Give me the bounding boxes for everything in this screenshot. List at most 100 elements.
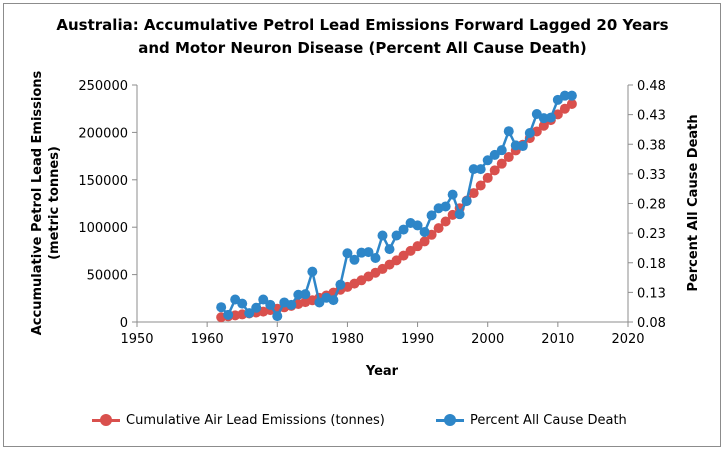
x-tick-label: 1960: [191, 332, 224, 347]
x-axis-title: Year: [365, 364, 399, 379]
data-point-percent-death: [300, 289, 311, 300]
data-point-percent-death: [370, 253, 381, 264]
y-left-axis-title-line-2: (metric tonnes): [47, 146, 62, 260]
data-point-percent-death: [566, 90, 577, 101]
data-point-lead-emissions: [482, 172, 493, 183]
data-point-lead-emissions: [440, 216, 451, 227]
data-point-lead-emissions: [559, 103, 570, 114]
data-point-percent-death: [524, 127, 535, 138]
data-point-percent-death: [545, 112, 556, 123]
data-point-percent-death: [272, 311, 283, 322]
data-point-lead-emissions: [412, 241, 423, 252]
series-line-lead-emissions: [221, 102, 573, 319]
data-point-lead-emissions: [433, 223, 444, 234]
data-point-lead-emissions: [468, 188, 479, 199]
y-left-tick-label: 150000: [78, 174, 128, 189]
data-point-lead-emissions: [405, 245, 416, 256]
legend-swatch-percent-death: [436, 410, 464, 430]
data-point-percent-death: [328, 295, 339, 306]
data-point-percent-death: [454, 209, 465, 220]
data-point-percent-death: [307, 266, 318, 277]
data-point-percent-death: [503, 126, 514, 137]
y-right-tick-label: 0.23: [637, 227, 666, 242]
data-point-lead-emissions: [489, 165, 500, 176]
y-left-axis-title-line-1: Accumulative Petrol Lead Emissions: [30, 70, 45, 335]
legend-label-lead-emissions: Cumulative Air Lead Emissions (tonnes): [126, 412, 385, 428]
data-point-percent-death: [335, 279, 346, 290]
data-point-percent-death: [223, 309, 234, 320]
y-right-tick-label: 0.18: [637, 257, 666, 272]
data-point-percent-death: [216, 302, 227, 313]
data-point-lead-emissions: [496, 158, 507, 169]
data-point-lead-emissions: [538, 120, 549, 131]
data-point-percent-death: [496, 145, 507, 156]
data-point-percent-death: [349, 254, 360, 265]
y-left-tick-label: 50000: [87, 269, 128, 284]
x-tick-label: 2020: [611, 332, 644, 347]
data-point-percent-death: [286, 299, 297, 310]
data-point-percent-death: [419, 226, 430, 237]
data-point-lead-emissions: [566, 98, 577, 109]
y-right-tick-label: 0.33: [637, 168, 666, 183]
chart-title-line-1: Australia: Accumulative Petrol Lead Emis…: [56, 16, 669, 34]
data-point-percent-death: [461, 196, 472, 207]
data-point-percent-death: [440, 201, 451, 212]
legend-label-percent-death: Percent All Cause Death: [470, 412, 627, 428]
data-point-lead-emissions: [398, 250, 409, 261]
series-line-percent-death: [220, 94, 572, 318]
data-point-percent-death: [398, 224, 409, 235]
y-right-tick-label: 0.43: [637, 109, 666, 124]
series-layer: [216, 90, 577, 323]
data-point-percent-death: [412, 220, 423, 231]
y-left-tick-label: 0: [120, 316, 128, 331]
data-point-percent-death: [475, 164, 486, 175]
x-tick-label: 2010: [541, 332, 574, 347]
data-point-percent-death: [447, 189, 458, 200]
y-right-axis-title: Percent All Cause Death: [686, 114, 701, 291]
data-point-lead-emissions: [503, 152, 514, 163]
data-point-percent-death: [258, 294, 269, 305]
data-point-lead-emissions: [475, 180, 486, 191]
legend-item-percent-death: Percent All Cause Death: [436, 410, 627, 430]
data-point-percent-death: [251, 302, 262, 313]
data-point-percent-death: [482, 155, 493, 166]
chart-title-line-2: and Motor Neuron Disease (Percent All Ca…: [138, 39, 587, 57]
data-point-lead-emissions: [419, 236, 430, 247]
y-left-tick-label: 100000: [78, 221, 128, 236]
data-point-percent-death: [363, 247, 374, 258]
x-tick-label: 1950: [120, 332, 153, 347]
data-point-percent-death: [384, 244, 395, 255]
y-left-tick-label: 250000: [78, 79, 128, 94]
data-point-percent-death: [314, 297, 325, 308]
legend-item-lead-emissions: Cumulative Air Lead Emissions (tonnes): [92, 410, 385, 430]
data-point-percent-death: [342, 248, 353, 259]
data-point-percent-death: [237, 298, 248, 309]
chart-title: Australia: Accumulative Petrol Lead Emis…: [0, 14, 725, 60]
data-point-percent-death: [377, 230, 388, 241]
data-point-percent-death: [244, 308, 255, 319]
y-right-tick-label: 0.38: [637, 138, 666, 153]
y-right-tick-label: 0.48: [637, 79, 666, 94]
chart-frame: [3, 3, 721, 447]
tick-marks: [132, 84, 633, 327]
y-left-tick-label: 200000: [78, 126, 128, 141]
y-right-tick-label: 0.13: [637, 286, 666, 301]
data-point-percent-death: [265, 299, 276, 310]
y-right-tick-label: 0.28: [637, 198, 666, 213]
data-point-percent-death: [391, 230, 402, 241]
tick-labels: 1950 1960 1970 1980 1990 2000 2010 2020 0 50000 10…: [78, 79, 666, 347]
data-point-percent-death: [468, 164, 479, 175]
x-tick-label: 1990: [401, 332, 434, 347]
x-tick-label: 1980: [331, 332, 364, 347]
data-point-percent-death: [517, 141, 528, 152]
legend: Cumulative Air Lead Emissions (tonnes) P…: [0, 410, 725, 430]
data-point-lead-emissions: [391, 255, 402, 266]
data-point-percent-death: [426, 210, 437, 221]
data-point-percent-death: [559, 90, 570, 101]
x-tick-label: 2000: [471, 332, 504, 347]
data-point-percent-death: [489, 149, 500, 160]
y-right-tick-label: 0.08: [637, 316, 666, 331]
legend-swatch-lead-emissions: [92, 410, 120, 430]
x-tick-label: 1970: [261, 332, 294, 347]
